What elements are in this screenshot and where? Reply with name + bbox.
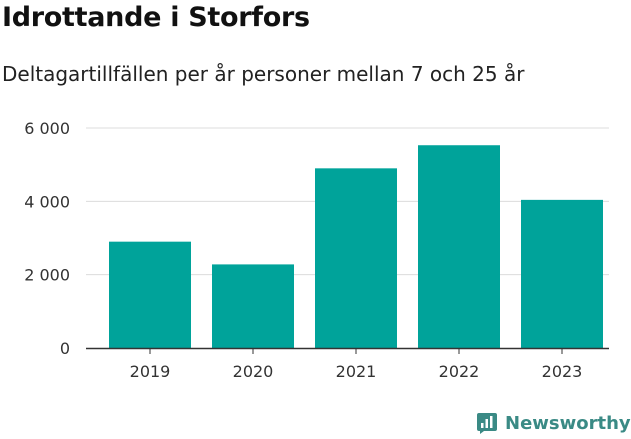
bar-2021 bbox=[315, 168, 397, 348]
x-tick-label: 2022 bbox=[439, 362, 480, 381]
x-tick-label: 2021 bbox=[336, 362, 377, 381]
x-tick-labels: 2019 2020 2021 2022 2023 bbox=[130, 348, 583, 381]
y-tick-labels: 0 2 000 4 000 6 000 bbox=[24, 119, 70, 358]
y-tick-label: 6 000 bbox=[24, 119, 70, 138]
brand-name: Newsworthy bbox=[505, 412, 631, 434]
newsworthy-logo-icon bbox=[477, 413, 497, 434]
bars bbox=[109, 145, 603, 348]
bar-2019 bbox=[109, 241, 191, 348]
bar-2020 bbox=[212, 264, 294, 348]
y-tick-label: 2 000 bbox=[24, 266, 70, 285]
newsworthy-logo: Newsworthy bbox=[476, 408, 631, 438]
x-tick-label: 2020 bbox=[233, 362, 274, 381]
y-tick-label: 4 000 bbox=[24, 192, 70, 211]
bar-2022 bbox=[418, 145, 500, 348]
chart-title: Idrottande i Storfors bbox=[2, 2, 310, 33]
chart-subtitle: Deltagartillfällen per år personer mella… bbox=[2, 62, 525, 86]
bar-2023 bbox=[521, 199, 603, 348]
y-tick-label: 0 bbox=[60, 339, 70, 358]
x-tick-label: 2019 bbox=[130, 362, 171, 381]
x-tick-label: 2023 bbox=[542, 362, 583, 381]
